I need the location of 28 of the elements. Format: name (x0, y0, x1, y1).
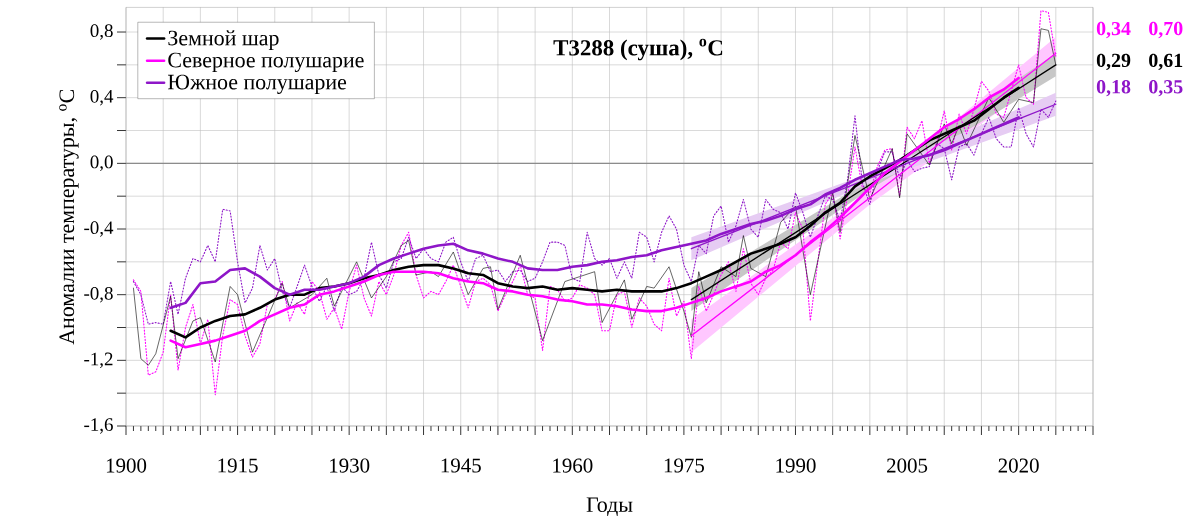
x-tick-label: 1930 (330, 458, 370, 473)
y-tick-label: -0,4 (84, 221, 114, 237)
x-tick-label: 1975 (664, 458, 704, 473)
y-tick-label: -1,2 (84, 352, 113, 369)
text: 0,70 (1149, 21, 1183, 39)
text: 0,35 (1149, 80, 1183, 97)
text: 0,29 (1096, 53, 1131, 70)
text: 0,34 (1096, 21, 1131, 39)
text: 0,61 (1149, 53, 1183, 70)
x-tick-label: 2005 (887, 458, 928, 473)
legend-label: Южное полушарие (168, 74, 347, 94)
x-tick-label: 1900 (106, 458, 147, 473)
x-tick-label: 1945 (441, 458, 481, 473)
y-tick-label: 0,0 (90, 155, 113, 172)
x-axis-title: Годы (586, 497, 633, 517)
y-tick-label: 0,4 (90, 89, 114, 106)
y-tick-label: 0,8 (90, 24, 113, 40)
text: 0,18 (1096, 80, 1131, 97)
y-tick-label: -0,8 (84, 286, 113, 303)
y-tick-label: -1,6 (84, 418, 113, 434)
x-tick-label: 1960 (553, 458, 593, 473)
legend-label: Земной шар (168, 30, 279, 50)
x-tick-label: 1915 (218, 458, 258, 473)
x-tick-label: 2020 (998, 458, 1039, 473)
y-axis-title: Аномалии температуры, $^{o}$C (59, 89, 79, 345)
x-tick-label: 1990 (776, 458, 816, 473)
legend-label: Северное полушарие (168, 52, 364, 72)
text: T3288 (суша), $^{o}$C (553, 38, 723, 61)
